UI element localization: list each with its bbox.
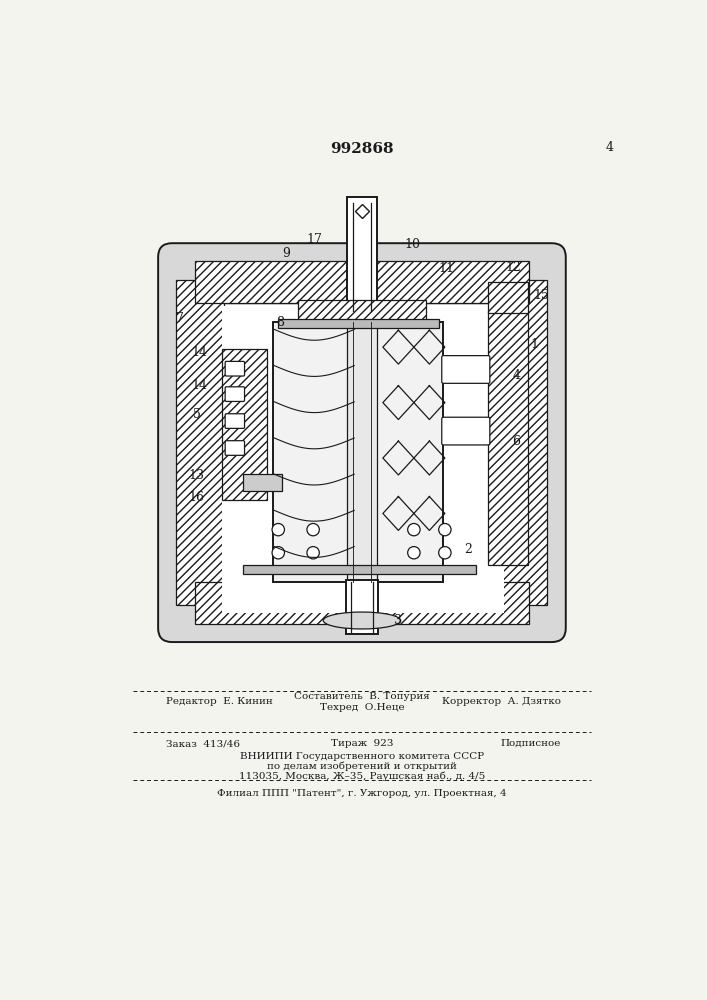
FancyBboxPatch shape: [225, 387, 245, 401]
Text: ВНИИПИ Государственного комитета СССР: ВНИИПИ Государственного комитета СССР: [240, 752, 484, 761]
Bar: [243, 565, 476, 574]
Bar: [488, 311, 528, 565]
Text: 10: 10: [404, 238, 421, 251]
Text: 2: 2: [464, 543, 472, 556]
Bar: [195, 582, 529, 624]
Text: 113035, Москва, Ж–35, Раушская наб., д. 4/5: 113035, Москва, Ж–35, Раушская наб., д. …: [239, 771, 485, 781]
Text: Техред  О.Неце: Техред О.Неце: [320, 703, 404, 712]
Text: 992868: 992868: [330, 142, 394, 156]
Text: 5: 5: [193, 408, 201, 421]
Ellipse shape: [307, 547, 320, 559]
Bar: [222, 306, 504, 613]
Ellipse shape: [408, 523, 420, 536]
Text: 6: 6: [512, 435, 520, 448]
Text: 14: 14: [191, 379, 207, 392]
Text: 9: 9: [282, 247, 290, 260]
Bar: [347, 197, 377, 316]
Ellipse shape: [272, 523, 284, 536]
Bar: [222, 349, 267, 500]
FancyBboxPatch shape: [225, 441, 245, 455]
Bar: [298, 300, 426, 323]
FancyBboxPatch shape: [225, 414, 245, 428]
Ellipse shape: [408, 547, 420, 559]
Text: Подписное: Подписное: [501, 739, 561, 748]
Bar: [243, 474, 282, 491]
Bar: [273, 322, 443, 582]
FancyBboxPatch shape: [442, 417, 490, 445]
Text: 15: 15: [534, 289, 549, 302]
Ellipse shape: [438, 523, 451, 536]
Bar: [488, 282, 528, 312]
FancyBboxPatch shape: [158, 243, 566, 642]
Text: Филиал ППП "Патент", г. Ужгород, ул. Проектная, 4: Филиал ППП "Патент", г. Ужгород, ул. Про…: [217, 789, 507, 798]
Text: 11: 11: [438, 262, 455, 275]
FancyBboxPatch shape: [442, 356, 490, 383]
Text: 17: 17: [307, 233, 322, 246]
Text: 8: 8: [276, 316, 285, 329]
Bar: [176, 280, 224, 605]
Text: 7: 7: [176, 312, 184, 325]
Bar: [279, 319, 440, 328]
Bar: [346, 580, 378, 634]
Ellipse shape: [438, 547, 451, 559]
Bar: [499, 280, 547, 605]
Text: 14: 14: [191, 346, 207, 359]
Text: Корректор  А. Дзятко: Корректор А. Дзятко: [442, 697, 561, 706]
Text: 1: 1: [530, 338, 538, 351]
Ellipse shape: [272, 547, 284, 559]
Text: 12: 12: [505, 261, 521, 274]
Text: Составитель  В. Топурия: Составитель В. Топурия: [294, 692, 430, 701]
Text: Редактор  Е. Кинин: Редактор Е. Кинин: [166, 697, 273, 706]
Bar: [347, 322, 377, 582]
Text: Заказ  413/46: Заказ 413/46: [166, 739, 240, 748]
Ellipse shape: [323, 612, 401, 629]
Text: 16: 16: [189, 491, 205, 504]
Ellipse shape: [307, 523, 320, 536]
Bar: [195, 261, 529, 303]
FancyBboxPatch shape: [225, 361, 245, 376]
Bar: [220, 305, 506, 613]
Text: 4: 4: [512, 369, 520, 382]
Text: 3: 3: [395, 614, 402, 627]
Text: по делам изобретений и открытий: по делам изобретений и открытий: [267, 761, 457, 771]
Text: 4: 4: [605, 141, 613, 154]
Text: 13: 13: [189, 469, 205, 482]
Text: Тираж  923: Тираж 923: [331, 739, 393, 748]
